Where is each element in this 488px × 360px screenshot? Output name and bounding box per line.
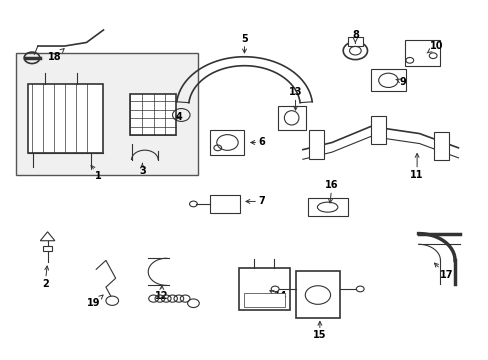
Bar (130, 94, 176, 135)
Bar (210, 195, 239, 213)
Text: 9: 9 (395, 77, 405, 87)
Bar (238, 267, 289, 310)
Bar (42, 246, 52, 251)
Text: 13: 13 (288, 87, 302, 110)
Text: 18: 18 (48, 49, 64, 62)
Text: 3: 3 (139, 163, 145, 176)
Text: 15: 15 (312, 321, 326, 341)
Bar (370, 69, 405, 91)
Text: 17: 17 (433, 263, 452, 280)
Bar (404, 40, 439, 66)
Text: 16: 16 (325, 180, 338, 203)
Bar (307, 198, 347, 216)
Bar (295, 271, 340, 318)
Text: 10: 10 (426, 41, 443, 53)
Text: 5: 5 (241, 34, 247, 53)
Text: 14: 14 (269, 291, 287, 301)
Text: 7: 7 (245, 197, 264, 206)
Text: 12: 12 (155, 286, 168, 301)
Bar (347, 37, 362, 46)
Bar (16, 53, 198, 175)
Bar (210, 130, 244, 155)
Bar (28, 84, 103, 153)
Bar (308, 130, 323, 158)
Bar (433, 132, 448, 160)
Text: 6: 6 (250, 138, 264, 148)
Text: 11: 11 (409, 153, 423, 180)
Text: 4: 4 (175, 112, 182, 122)
Text: 19: 19 (87, 295, 103, 308)
Bar (370, 116, 385, 144)
Text: 1: 1 (91, 165, 102, 181)
Text: 2: 2 (41, 266, 48, 289)
Bar (243, 293, 285, 307)
Bar (277, 106, 305, 130)
Text: 8: 8 (351, 30, 358, 43)
